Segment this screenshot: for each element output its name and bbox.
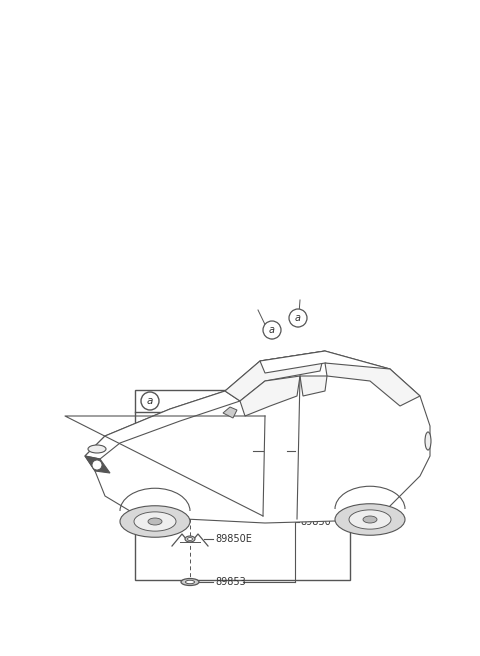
Ellipse shape bbox=[181, 504, 199, 510]
Ellipse shape bbox=[181, 579, 199, 586]
Bar bbox=[135, 390, 350, 580]
Text: a: a bbox=[269, 325, 275, 335]
Polygon shape bbox=[225, 351, 325, 401]
Text: a: a bbox=[147, 396, 153, 406]
Ellipse shape bbox=[335, 504, 405, 535]
Text: a: a bbox=[295, 313, 301, 323]
Ellipse shape bbox=[134, 512, 176, 531]
Ellipse shape bbox=[185, 536, 195, 542]
Text: 89850E: 89850E bbox=[215, 534, 252, 544]
Ellipse shape bbox=[120, 506, 190, 537]
Polygon shape bbox=[85, 391, 240, 459]
Circle shape bbox=[141, 392, 159, 410]
Polygon shape bbox=[260, 351, 390, 381]
Circle shape bbox=[289, 309, 307, 327]
Text: 89853: 89853 bbox=[215, 577, 246, 587]
Ellipse shape bbox=[185, 581, 194, 584]
Ellipse shape bbox=[425, 432, 431, 450]
Polygon shape bbox=[85, 351, 430, 523]
Ellipse shape bbox=[148, 518, 162, 525]
Polygon shape bbox=[85, 456, 110, 473]
Ellipse shape bbox=[363, 516, 377, 523]
Polygon shape bbox=[300, 376, 327, 396]
Ellipse shape bbox=[188, 537, 192, 541]
Ellipse shape bbox=[182, 456, 198, 464]
Ellipse shape bbox=[186, 506, 194, 508]
Text: 89859: 89859 bbox=[215, 457, 246, 467]
Circle shape bbox=[263, 321, 281, 339]
Text: 89850: 89850 bbox=[300, 517, 331, 527]
Ellipse shape bbox=[88, 445, 106, 453]
Polygon shape bbox=[240, 376, 300, 416]
Circle shape bbox=[92, 460, 102, 470]
Polygon shape bbox=[325, 363, 420, 406]
Text: 1360GG: 1360GG bbox=[215, 502, 254, 512]
Polygon shape bbox=[223, 407, 237, 418]
Ellipse shape bbox=[349, 510, 391, 529]
